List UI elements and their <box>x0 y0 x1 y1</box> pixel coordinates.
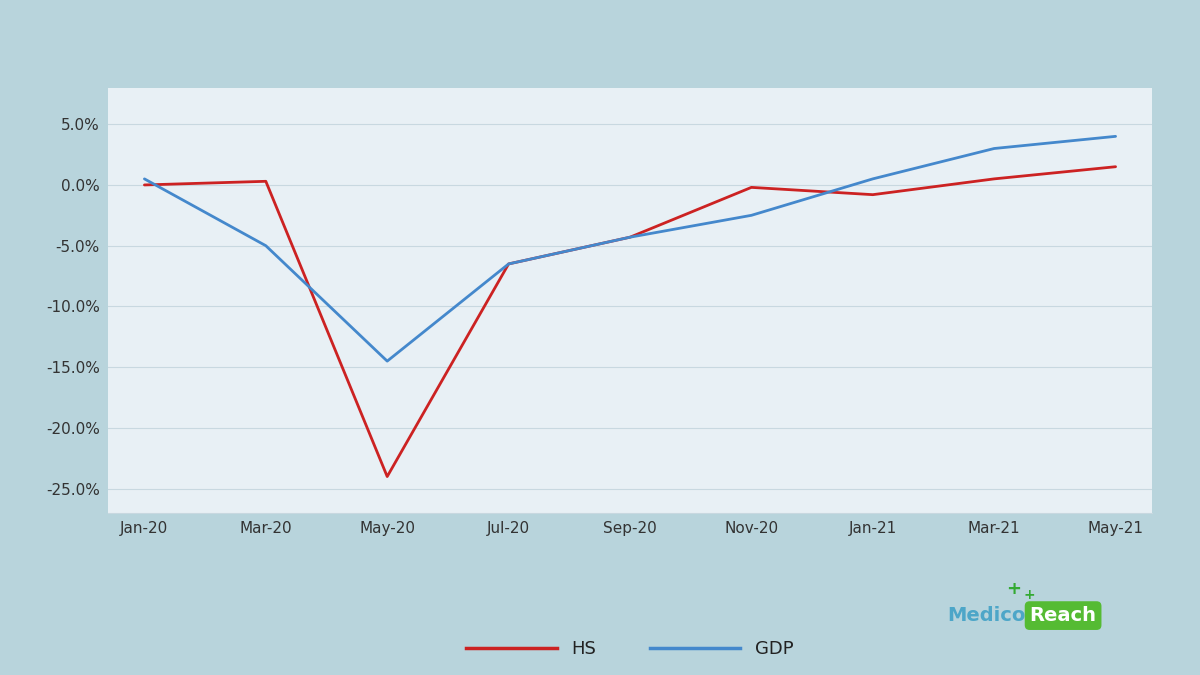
Text: Reach: Reach <box>1030 606 1097 625</box>
Text: Medico: Medico <box>948 606 1026 625</box>
Legend: HS, GDP: HS, GDP <box>460 633 800 666</box>
Text: +: + <box>1024 589 1036 602</box>
Text: +: + <box>1007 580 1021 597</box>
